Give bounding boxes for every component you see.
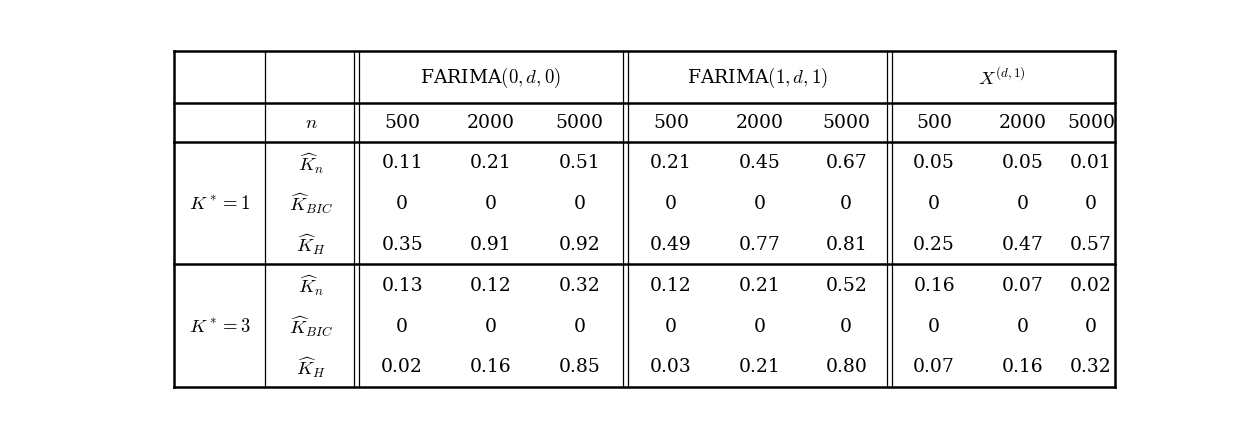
- Text: 0.45: 0.45: [738, 154, 781, 172]
- Text: $\widehat{K}_n$: $\widehat{K}_n$: [297, 150, 325, 175]
- Text: 0.03: 0.03: [650, 358, 691, 375]
- Text: 0.32: 0.32: [559, 276, 601, 294]
- Text: 2000: 2000: [736, 114, 784, 132]
- Text: 0.13: 0.13: [382, 276, 422, 294]
- Text: $\widehat{K}_n$: $\widehat{K}_n$: [297, 273, 325, 297]
- Text: 500: 500: [916, 114, 952, 132]
- Text: 0.16: 0.16: [470, 358, 512, 375]
- Text: 0: 0: [1085, 194, 1097, 212]
- Text: 0.07: 0.07: [1002, 276, 1043, 294]
- Text: 5000: 5000: [556, 114, 603, 132]
- Text: $\widehat{K}_H$: $\widehat{K}_H$: [296, 354, 326, 379]
- Text: $\widehat{K}_{BIC}$: $\widehat{K}_{BIC}$: [289, 313, 333, 338]
- Text: 500: 500: [384, 114, 420, 132]
- Text: 0: 0: [753, 317, 766, 335]
- Text: 0.12: 0.12: [650, 276, 691, 294]
- Text: 0: 0: [484, 194, 497, 212]
- Text: 5000: 5000: [1067, 114, 1115, 132]
- Text: 0.01: 0.01: [1070, 154, 1111, 172]
- Text: 0.32: 0.32: [1070, 358, 1111, 375]
- Text: $\widehat{K}_H$: $\widehat{K}_H$: [296, 232, 326, 256]
- Text: 0: 0: [665, 194, 676, 212]
- Text: 0.21: 0.21: [738, 358, 781, 375]
- Text: 5000: 5000: [823, 114, 870, 132]
- Text: 0.21: 0.21: [738, 276, 781, 294]
- Text: 0.02: 0.02: [1070, 276, 1113, 294]
- Text: 0.05: 0.05: [913, 154, 955, 172]
- Text: FARIMA$(0,d,0)$: FARIMA$(0,d,0)$: [420, 66, 561, 90]
- Text: 0.21: 0.21: [470, 154, 512, 172]
- Text: 0.49: 0.49: [650, 235, 691, 253]
- Text: 0: 0: [1017, 194, 1028, 212]
- Text: $\widehat{K}_{BIC}$: $\widehat{K}_{BIC}$: [289, 191, 333, 216]
- Text: 0.16: 0.16: [913, 276, 955, 294]
- Text: 0.77: 0.77: [738, 235, 781, 253]
- Text: 0: 0: [665, 317, 676, 335]
- Text: 0: 0: [396, 194, 408, 212]
- Text: 0.05: 0.05: [1002, 154, 1043, 172]
- Text: 2000: 2000: [467, 114, 515, 132]
- Text: 0: 0: [574, 317, 586, 335]
- Text: 0.91: 0.91: [470, 235, 512, 253]
- Text: FARIMA$(1,d,1)$: FARIMA$(1,d,1)$: [686, 66, 828, 90]
- Text: $X^{(d,1)}$: $X^{(d,1)}$: [979, 67, 1026, 89]
- Text: 0.81: 0.81: [825, 235, 867, 253]
- Text: 0.51: 0.51: [559, 154, 601, 172]
- Text: 0.11: 0.11: [382, 154, 422, 172]
- Text: 0.52: 0.52: [825, 276, 867, 294]
- Text: 0.25: 0.25: [913, 235, 955, 253]
- Text: 0: 0: [484, 317, 497, 335]
- Text: 500: 500: [653, 114, 689, 132]
- Text: 0: 0: [753, 194, 766, 212]
- Text: 0.67: 0.67: [825, 154, 867, 172]
- Text: 0: 0: [1085, 317, 1097, 335]
- Text: 0: 0: [574, 194, 586, 212]
- Text: $K^* = 1$: $K^* = 1$: [190, 194, 250, 212]
- Text: 0.47: 0.47: [1002, 235, 1043, 253]
- Text: 0: 0: [840, 317, 852, 335]
- Text: 0: 0: [396, 317, 408, 335]
- Text: 0.35: 0.35: [382, 235, 422, 253]
- Text: 2000: 2000: [999, 114, 1047, 132]
- Text: $n$: $n$: [305, 114, 317, 132]
- Text: 0: 0: [928, 317, 940, 335]
- Text: 0.57: 0.57: [1070, 235, 1113, 253]
- Text: 0.16: 0.16: [1002, 358, 1043, 375]
- Text: 0: 0: [928, 194, 940, 212]
- Text: 0: 0: [840, 194, 852, 212]
- Text: $K^* = 3$: $K^* = 3$: [188, 317, 250, 335]
- Text: 0.92: 0.92: [559, 235, 601, 253]
- Text: 0.02: 0.02: [382, 358, 422, 375]
- Text: 0.21: 0.21: [650, 154, 691, 172]
- Text: 0.07: 0.07: [913, 358, 955, 375]
- Text: 0.85: 0.85: [559, 358, 601, 375]
- Text: 0: 0: [1017, 317, 1028, 335]
- Text: 0.80: 0.80: [825, 358, 867, 375]
- Text: 0.12: 0.12: [470, 276, 512, 294]
